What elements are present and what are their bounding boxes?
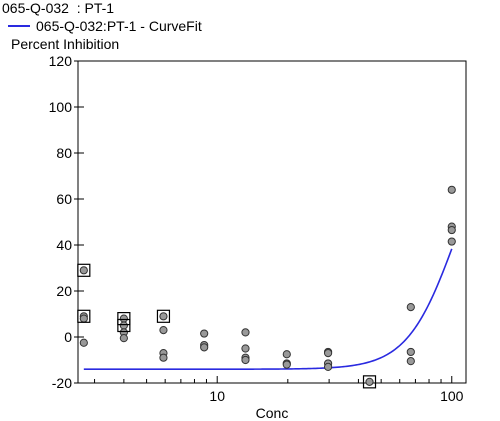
data-point (282, 350, 291, 359)
data-point (323, 349, 333, 358)
curve-fit-line (83, 248, 453, 370)
data-point (200, 343, 209, 352)
legend: 065-Q-032:PT-1 - CurveFit (8, 18, 202, 34)
data-point (79, 338, 88, 347)
masked-point-box (362, 375, 377, 389)
y-tick-label: 120 (49, 53, 73, 69)
data-points (79, 185, 456, 386)
y-tick-label: 40 (56, 237, 72, 253)
masked-point-box (156, 309, 171, 323)
data-point (406, 347, 415, 357)
data-point (323, 362, 333, 371)
data-point (159, 353, 168, 362)
data-point (79, 266, 88, 275)
data-point (447, 185, 456, 194)
plot-area-frame (77, 60, 467, 384)
masked-point-box (77, 263, 91, 277)
data-point (159, 312, 168, 321)
data-point (241, 328, 250, 337)
y-axis: -20 0 20 40 60 80 100 120 (49, 53, 84, 391)
x-axis: 10 100 (94, 376, 464, 404)
data-point (200, 329, 209, 338)
data-point (241, 355, 250, 365)
x-tick-label: 100 (440, 388, 464, 404)
y-tick-label: 0 (64, 329, 72, 345)
x-axis-label: Conc (256, 405, 289, 421)
masked-point-box (77, 309, 91, 323)
y-tick-label: -20 (52, 375, 72, 391)
data-point (119, 314, 128, 323)
data-point (79, 314, 88, 323)
y-tick-label: 100 (49, 99, 73, 115)
data-point (447, 237, 456, 246)
chart-title: 065-Q-032 : PT-1 (2, 0, 115, 16)
legend-label-curvefit: 065-Q-032:PT-1 - CurveFit (36, 18, 202, 34)
masked-point-box (117, 312, 131, 326)
data-point (365, 377, 374, 386)
legend-swatch-curvefit (8, 25, 30, 27)
data-point (159, 326, 168, 335)
data-point (282, 360, 291, 369)
data-point (406, 357, 415, 366)
data-point (447, 225, 456, 235)
data-point (241, 344, 250, 353)
y-axis-label: Percent Inhibition (11, 36, 120, 52)
data-point (119, 334, 128, 343)
masked-points (77, 263, 377, 389)
y-tick-label: 60 (56, 191, 72, 207)
data-point (119, 321, 128, 330)
y-tick-label: 80 (56, 145, 72, 161)
data-point (406, 303, 415, 312)
y-tick-label: 20 (56, 283, 72, 299)
masked-point-box (117, 318, 131, 333)
x-tick-label: 10 (209, 388, 225, 404)
